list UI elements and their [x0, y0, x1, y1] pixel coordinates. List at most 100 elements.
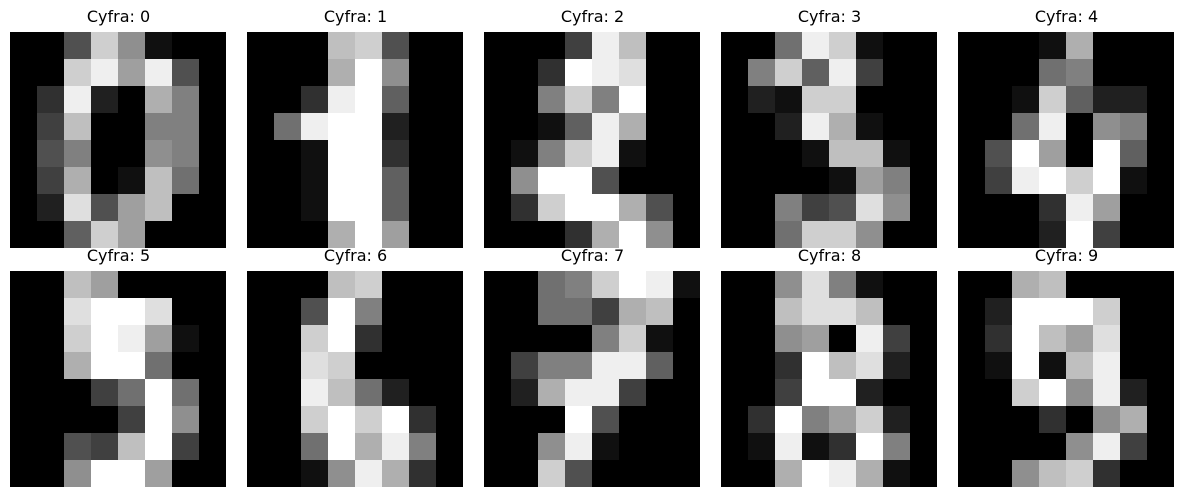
- pixel-cell: [538, 352, 566, 380]
- pixel-cell: [646, 271, 674, 299]
- pixel-cell: [1093, 433, 1121, 461]
- pixel-cell: [382, 460, 410, 487]
- pixel-cell: [409, 271, 437, 299]
- pixel-cell: [511, 352, 539, 380]
- pixel-cell: [673, 298, 700, 326]
- pixel-cell: [958, 59, 986, 87]
- pixel-cell: [145, 298, 173, 326]
- digit-image: [721, 32, 937, 248]
- pixel-cell: [172, 59, 200, 87]
- panel-title: Cyfra: 7: [560, 246, 625, 265]
- pixel-cell: [592, 298, 620, 326]
- pixel-cell: [436, 460, 463, 487]
- pixel-cell: [565, 379, 593, 407]
- pixel-cell: [592, 221, 620, 248]
- pixel-cell: [145, 140, 173, 168]
- pixel-cell: [721, 59, 749, 87]
- pixel-cell: [748, 86, 776, 114]
- pixel-cell: [274, 379, 302, 407]
- pixel-cell: [328, 59, 356, 87]
- pixel-cell: [985, 433, 1013, 461]
- pixel-cell: [619, 271, 647, 299]
- pixel-cell: [619, 86, 647, 114]
- pixel-cell: [592, 113, 620, 141]
- pixel-cell: [646, 113, 674, 141]
- pixel-cell: [802, 194, 830, 222]
- pixel-cell: [592, 352, 620, 380]
- pixel-cell: [775, 32, 803, 60]
- pixel-cell: [1147, 271, 1174, 299]
- pixel-cell: [910, 379, 937, 407]
- pixel-cell: [172, 271, 200, 299]
- pixel-cell: [409, 86, 437, 114]
- pixel-cell: [829, 379, 857, 407]
- pixel-cell: [1120, 460, 1148, 487]
- pixel-cell: [37, 433, 65, 461]
- pixel-cell: [247, 433, 275, 461]
- pixel-cell: [301, 32, 329, 60]
- pixel-cell: [748, 32, 776, 60]
- pixel-cell: [10, 406, 38, 434]
- pixel-cell: [484, 140, 512, 168]
- pixel-cell: [328, 113, 356, 141]
- pixel-cell: [775, 325, 803, 353]
- pixel-cell: [64, 140, 92, 168]
- pixel-cell: [910, 113, 937, 141]
- pixel-cell: [1093, 271, 1121, 299]
- pixel-cell: [829, 271, 857, 299]
- pixel-cell: [910, 352, 937, 380]
- pixel-cell: [538, 433, 566, 461]
- pixel-cell: [1147, 379, 1174, 407]
- pixel-cell: [1039, 271, 1067, 299]
- pixel-cell: [646, 167, 674, 195]
- pixel-cell: [118, 271, 146, 299]
- panel-title: Cyfra: 3: [797, 7, 862, 26]
- pixel-cell: [511, 460, 539, 487]
- pixel-cell: [301, 221, 329, 248]
- pixel-cell: [172, 32, 200, 60]
- pixel-cell: [673, 325, 700, 353]
- pixel-cell: [1066, 167, 1094, 195]
- pixel-cell: [355, 59, 383, 87]
- pixel-cell: [619, 298, 647, 326]
- pixel-cell: [775, 140, 803, 168]
- pixel-cell: [910, 167, 937, 195]
- pixel-cell: [91, 352, 119, 380]
- pixel-cell: [301, 406, 329, 434]
- pixel-cell: [382, 271, 410, 299]
- pixel-cell: [10, 86, 38, 114]
- pixel-cell: [10, 59, 38, 87]
- pixel-cell: [910, 59, 937, 87]
- pixel-cell: [10, 32, 38, 60]
- pixel-cell: [721, 460, 749, 487]
- pixel-cell: [856, 271, 884, 299]
- pixel-cell: [646, 59, 674, 87]
- pixel-cell: [958, 167, 986, 195]
- pixel-cell: [355, 433, 383, 461]
- pixel-cell: [172, 86, 200, 114]
- pixel-cell: [958, 32, 986, 60]
- pixel-cell: [1012, 460, 1040, 487]
- pixel-cell: [91, 113, 119, 141]
- pixel-cell: [118, 298, 146, 326]
- pixel-cell: [328, 86, 356, 114]
- pixel-cell: [10, 460, 38, 487]
- pixel-cell: [64, 59, 92, 87]
- pixel-cell: [673, 271, 700, 299]
- pixel-cell: [775, 86, 803, 114]
- pixel-cell: [484, 379, 512, 407]
- digit-image: [958, 32, 1174, 248]
- pixel-cell: [199, 32, 226, 60]
- pixel-cell: [802, 271, 830, 299]
- pixel-cell: [328, 460, 356, 487]
- pixel-cell: [775, 113, 803, 141]
- pixel-cell: [883, 32, 911, 60]
- pixel-cell: [436, 59, 463, 87]
- pixel-cell: [274, 271, 302, 299]
- pixel-cell: [37, 194, 65, 222]
- pixel-cell: [64, 167, 92, 195]
- pixel-cell: [775, 352, 803, 380]
- pixel-cell: [409, 167, 437, 195]
- pixel-cell: [64, 433, 92, 461]
- pixel-cell: [985, 113, 1013, 141]
